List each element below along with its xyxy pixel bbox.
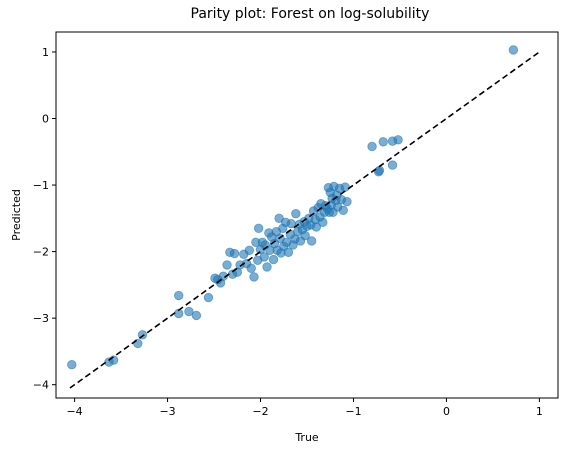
data-point-3 [133,338,143,349]
chart-title: Parity plot: Forest on log-solubility [191,6,430,22]
data-point-95 [508,45,519,55]
data-point-7 [184,306,194,317]
data-point-32 [262,262,272,272]
identity-line-group [69,51,540,389]
data-point-65 [311,222,322,232]
y-axis-label: Predicted [10,189,23,241]
y-tick-label: 0 [42,113,49,126]
data-point-30 [259,252,269,262]
y-tick-label: −1 [33,179,49,192]
data-point-36 [268,254,279,265]
data-point-69 [318,217,328,228]
x-tick-label: 0 [443,405,450,418]
data-point-0 [67,360,77,370]
data-point-47 [283,247,294,257]
data-point-58 [300,230,310,241]
y-tick-label: 1 [42,46,49,59]
x-axis-ticks: −4 −3 −2 −1 0 1 [66,398,543,418]
data-point-85 [338,205,348,216]
data-point-22 [244,245,255,255]
data-point-88 [367,141,377,152]
data-point-87 [342,196,352,207]
x-tick-label: 1 [536,405,543,418]
identity-line [69,51,540,389]
y-axis-ticks: −4 −3 −2 −1 0 1 [33,46,56,392]
y-tick-label: −4 [33,379,49,392]
x-tick-label: −1 [345,405,361,418]
data-point-17 [229,248,240,259]
data-point-24 [249,272,259,282]
data-point-8 [191,310,202,321]
data-point-52 [291,208,301,219]
data-point-13 [218,271,229,281]
data-point-5 [174,290,184,301]
data-point-62 [306,236,317,246]
y-tick-label: −3 [33,312,49,325]
data-point-27 [253,223,264,234]
data-point-94 [393,135,403,145]
data-point-14 [222,260,232,270]
x-tick-label: −4 [66,405,82,418]
y-tick-label: −2 [33,246,49,259]
data-point-23 [246,263,256,273]
data-point-9 [203,292,214,303]
data-point-92 [387,160,398,170]
x-tick-label: −2 [252,405,268,418]
data-point-91 [378,137,388,147]
data-point-86 [340,182,350,192]
x-axis-label: True [294,431,319,444]
plot-frame [55,31,559,399]
data-point-2 [108,355,119,365]
x-tick-label: −3 [159,405,175,418]
